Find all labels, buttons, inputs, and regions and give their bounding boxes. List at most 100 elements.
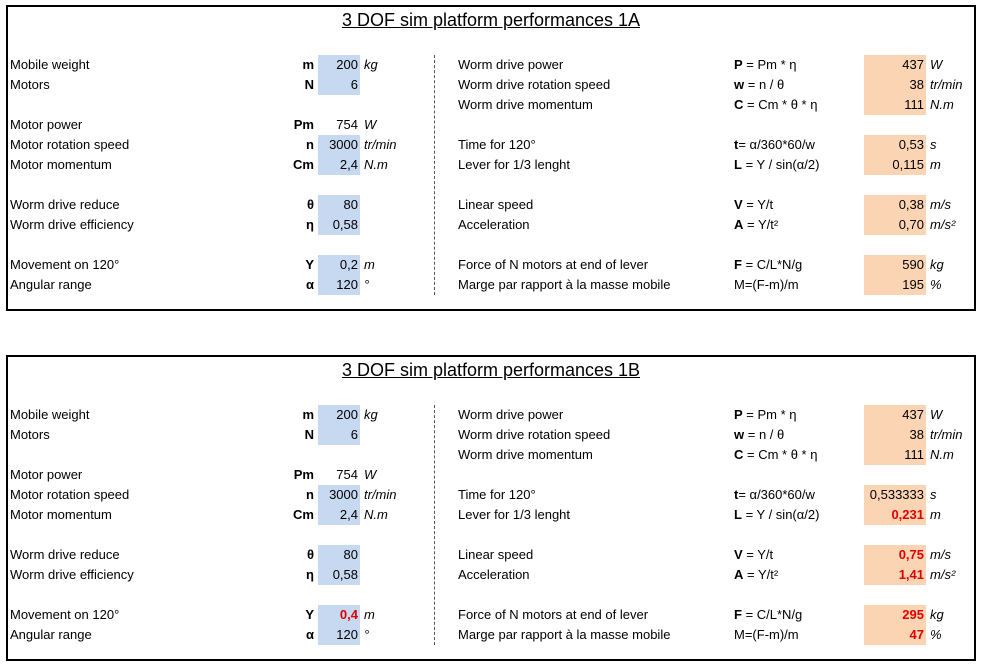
cell-input-value[interactable]: 120 (318, 625, 360, 645)
cell-label: Marge par rapport à la masse mobile (458, 277, 671, 292)
cell-input-value[interactable]: 6 (318, 75, 360, 95)
cell-result-value[interactable]: 0,75 (864, 545, 926, 565)
cell-formula: V = Y/t (734, 197, 774, 212)
cell-label: Lever for 1/3 lenght (458, 157, 571, 172)
cell-symbol: Cm (293, 157, 314, 172)
cell-label: Motor power (10, 117, 83, 132)
cell-result-value[interactable]: 0,53 (864, 135, 926, 155)
cell-label: Worm drive reduce (10, 197, 120, 212)
cell-symbol: n (306, 487, 314, 502)
cell-result-value[interactable]: 47 (864, 625, 926, 645)
cell-formula: P = Pm * η (734, 57, 797, 72)
cell-symbol: n (306, 137, 314, 152)
cell-result-value[interactable]: 111 (864, 445, 926, 465)
cell-label: Worm drive efficiency (10, 217, 134, 232)
cell-input-value[interactable]: 0,58 (318, 565, 360, 585)
cell-input-value[interactable]: 80 (318, 545, 360, 565)
cell-result-value[interactable]: 295 (864, 605, 926, 625)
cell-input-value[interactable]: 120 (318, 275, 360, 295)
cell-symbol: N (304, 427, 314, 442)
cell-formula: M=(F-m)/m (734, 277, 799, 292)
panel-title: 3 DOF sim platform performances 1B (341, 360, 641, 380)
cell-result-value[interactable]: 1,41 (864, 565, 926, 585)
cell-result-value[interactable]: 0,231 (864, 505, 926, 525)
column-divider (434, 405, 435, 645)
cell-label: Movement on 120° (10, 607, 120, 622)
cell-unit: N.m (930, 447, 954, 462)
cell-unit: s (930, 137, 937, 152)
cell-unit: s (930, 487, 937, 502)
cell-unit: m/s² (930, 217, 956, 232)
cell-unit: N.m (364, 507, 388, 522)
cell-label: Lever for 1/3 lenght (458, 507, 571, 522)
cell-symbol: m (302, 407, 314, 422)
cell-symbol: η (306, 567, 314, 582)
cell-symbol: Pm (293, 117, 314, 132)
cell-symbol: N (304, 77, 314, 92)
cell-label: Angular range (10, 627, 92, 642)
cell-input-value[interactable]: 3000 (318, 485, 360, 505)
cell-label: Motor momentum (10, 157, 112, 172)
cell-result-value[interactable]: 195 (864, 275, 926, 295)
cell-unit: tr/min (930, 77, 963, 92)
cell-unit: N.m (364, 157, 388, 172)
cell-input-value[interactable]: 0,58 (318, 215, 360, 235)
cell-label: Time for 120° (458, 487, 536, 502)
cell-input-value[interactable]: 3000 (318, 135, 360, 155)
cell-result-value[interactable]: 0,38 (864, 195, 926, 215)
cell-unit: m (364, 257, 375, 272)
cell-input-value[interactable]: 6 (318, 425, 360, 445)
cell-input-value[interactable]: 200 (318, 405, 360, 425)
cell-symbol: α (306, 277, 314, 292)
cell-unit: % (930, 277, 942, 292)
cell-unit: kg (930, 257, 944, 272)
cell-label: Motor rotation speed (10, 137, 130, 152)
cell-label: Motor power (10, 467, 83, 482)
cell-symbol: Cm (293, 507, 314, 522)
cell-formula: w = n / θ (734, 77, 785, 92)
cell-label: Force of N motors at end of lever (458, 257, 649, 272)
cell-label: Worm drive momentum (458, 97, 593, 112)
cell-result-value[interactable]: 437 (864, 405, 926, 425)
cell-formula: V = Y/t (734, 547, 774, 562)
cell-symbol: m (302, 57, 314, 72)
cell-unit: tr/min (364, 487, 397, 502)
cell-label: Worm drive momentum (458, 447, 593, 462)
cell-symbol: Y (305, 257, 314, 272)
cell-label: Worm drive efficiency (10, 567, 134, 582)
cell-formula: M=(F-m)/m (734, 627, 799, 642)
cell-unit: ° (364, 277, 370, 292)
cell-result-value[interactable]: 590 (864, 255, 926, 275)
cell-result-value[interactable]: 0,70 (864, 215, 926, 235)
cell-input-value[interactable]: 2,4 (318, 155, 360, 175)
cell-input-value[interactable]: 200 (318, 55, 360, 75)
cell-result-value[interactable]: 38 (864, 75, 926, 95)
cell-value[interactable]: 754 (336, 117, 358, 132)
cell-unit: m/s (930, 547, 951, 562)
cell-unit: m (930, 157, 941, 172)
cell-formula: C = Cm * θ * η (734, 97, 818, 112)
cell-result-value[interactable]: 0,533333 (864, 485, 926, 505)
cell-label: Worm drive rotation speed (458, 77, 611, 92)
column-divider (434, 55, 435, 295)
panel-1b: 3 DOF sim platform performances 1B Mobil… (6, 355, 976, 661)
cell-input-value[interactable]: 0,2 (318, 255, 360, 275)
cell-unit: W (364, 117, 377, 132)
cell-result-value[interactable]: 38 (864, 425, 926, 445)
cell-unit: N.m (930, 97, 954, 112)
cell-value[interactable]: 754 (336, 467, 358, 482)
cell-input-value[interactable]: 80 (318, 195, 360, 215)
cell-result-value[interactable]: 0,115 (864, 155, 926, 175)
cell-label: Time for 120° (458, 137, 536, 152)
cell-symbol: η (306, 217, 314, 232)
cell-input-value[interactable]: 2,4 (318, 505, 360, 525)
cell-unit: % (930, 627, 942, 642)
cell-label: Movement on 120° (10, 257, 120, 272)
cell-input-value[interactable]: 0,4 (318, 605, 360, 625)
cell-result-value[interactable]: 111 (864, 95, 926, 115)
cell-result-value[interactable]: 437 (864, 55, 926, 75)
cell-unit: W (930, 407, 943, 422)
cell-unit: m/s (930, 197, 951, 212)
cell-label: Motors (10, 77, 50, 92)
cell-unit: kg (364, 57, 378, 72)
